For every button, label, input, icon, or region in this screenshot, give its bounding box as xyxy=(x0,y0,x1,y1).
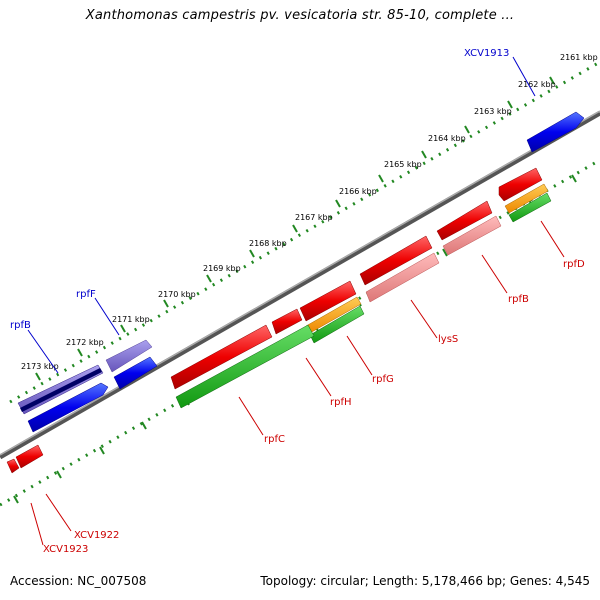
genome-summary-text: Topology: circular; Length: 5,178,466 bp… xyxy=(260,574,590,588)
gene-label-lyss[interactable]: lysS xyxy=(438,334,458,345)
gene-label-rpfc[interactable]: rpfC xyxy=(264,434,285,445)
upper-scale-track xyxy=(9,60,600,404)
genome-backbone-line xyxy=(0,110,600,460)
scale-tick-label: 2163 kbp xyxy=(474,107,512,116)
gene-label-xcv1913[interactable]: XCV1913 xyxy=(464,48,509,59)
gene-feature-rpfd[interactable] xyxy=(498,167,543,202)
gene-feature-rpfh-red[interactable] xyxy=(271,308,303,335)
gene-feature-rpfb-red[interactable] xyxy=(436,200,493,241)
gene-label-rpfh[interactable]: rpfH xyxy=(330,397,352,408)
gene-label-xcv1923[interactable]: XCV1923 xyxy=(43,544,88,555)
gene-feature-lyss-red[interactable] xyxy=(359,235,433,286)
gene-feature-blue-arrow[interactable] xyxy=(27,382,109,433)
gene-feature-rpfc-red[interactable] xyxy=(170,324,273,390)
gene-feature-rpfb-pink[interactable] xyxy=(442,215,502,256)
scale-tick-label: 2173 kbp xyxy=(21,362,59,371)
gene-feature-rpff[interactable] xyxy=(105,339,153,373)
scale-tick-label: 2162 kbp xyxy=(518,80,556,89)
scale-tick-label: 2167 kbp xyxy=(295,213,333,222)
gene-feature-lyss-pink[interactable] xyxy=(365,252,440,303)
gene-feature-rpfb-dark xyxy=(20,368,102,412)
gene-feature-xcv1922[interactable] xyxy=(15,444,44,469)
gene-label-xcv1922[interactable]: XCV1922 xyxy=(74,530,119,541)
gene-feature-xcv1913[interactable] xyxy=(526,111,585,153)
scale-tick-label: 2166 kbp xyxy=(339,187,377,196)
gene-label-rpfb-lower[interactable]: rpfB xyxy=(508,294,529,305)
gene-feature-rpff-arrow[interactable] xyxy=(113,356,158,390)
gene-feature-rpfg-red[interactable] xyxy=(299,280,357,322)
accession-text: Accession: NC_007508 xyxy=(10,574,147,588)
scale-tick-label: 2169 kbp xyxy=(203,264,241,273)
gene-feature-rpfg-green[interactable] xyxy=(309,305,365,344)
scale-tick-label: 2172 kbp xyxy=(66,338,104,347)
lower-strand-features xyxy=(6,167,552,474)
scale-tick-label: 2170 kbp xyxy=(158,290,196,299)
scale-tick-label: 2161 kbp xyxy=(560,53,598,62)
gene-feature-rpfc-green[interactable] xyxy=(175,324,315,409)
gene-label-rpfb-upper[interactable]: rpfB xyxy=(10,320,31,331)
gene-feature-xcv1923[interactable] xyxy=(6,458,20,474)
map-title: Xanthomonas campestris pv. vesicatoria s… xyxy=(85,8,515,23)
scale-tick-label: 2171 kbp xyxy=(112,315,150,324)
scale-tick-label: 2164 kbp xyxy=(428,134,466,143)
gene-feature-rpfd-green[interactable] xyxy=(508,192,552,223)
scale-tick-label: 2165 kbp xyxy=(384,160,422,169)
upper-strand-features xyxy=(17,111,585,433)
gene-label-rpfd[interactable]: rpfD xyxy=(563,259,585,270)
gene-label-rpfg[interactable]: rpfG xyxy=(372,374,394,385)
gene-feature-rpfd-orange[interactable] xyxy=(504,183,549,214)
gene-label-rpff[interactable]: rpfF xyxy=(76,289,96,300)
scale-tick-label: 2168 kbp xyxy=(249,239,287,248)
